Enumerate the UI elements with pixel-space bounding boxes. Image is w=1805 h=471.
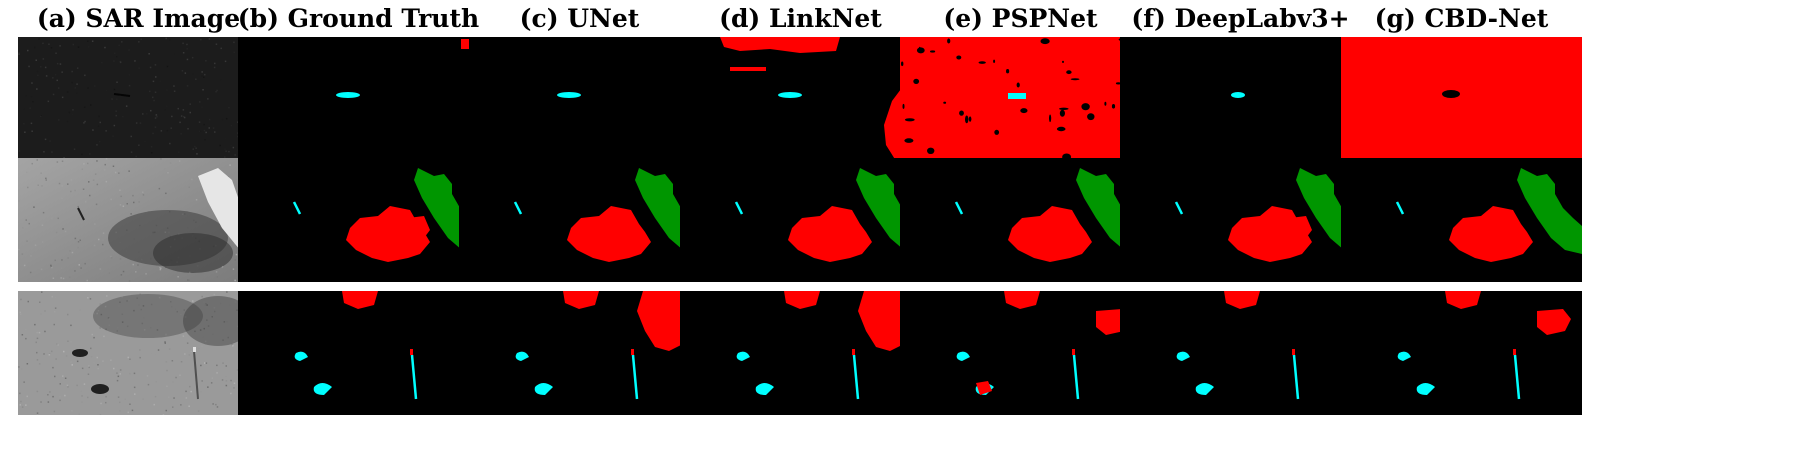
tile-image — [238, 37, 479, 161]
tile-image — [680, 158, 921, 282]
column-title-c: (c) UNet — [519, 4, 640, 33]
tile-image — [680, 291, 921, 415]
tile-image — [900, 291, 1141, 415]
tile-image — [459, 158, 700, 282]
sar-image-row2-a — [18, 158, 259, 282]
tile-image — [1341, 37, 1582, 161]
segmentation-map-row1-b — [238, 37, 479, 161]
column-title-e: (e) PSPNet — [943, 4, 1098, 33]
tile-image — [1120, 37, 1361, 161]
segmentation-map-row1-e — [900, 37, 1141, 161]
segmentation-map-row1-c — [459, 37, 700, 161]
tile-image — [680, 37, 921, 161]
sar-image-row3-a — [18, 291, 259, 415]
tile-image — [459, 37, 700, 161]
segmentation-map-row2-d — [680, 158, 921, 282]
tile-image — [18, 291, 259, 415]
tile-image — [238, 158, 479, 282]
tile-image — [238, 291, 479, 415]
segmentation-map-row3-d — [680, 291, 921, 415]
tile-image — [1341, 291, 1582, 415]
segmentation-map-row3-e — [900, 291, 1141, 415]
segmentation-map-row3-b — [238, 291, 479, 415]
tile-image — [1120, 291, 1361, 415]
tile-image — [1341, 158, 1582, 282]
segmentation-map-row2-f — [1120, 158, 1361, 282]
tile-image — [900, 37, 1141, 161]
tile-image — [18, 37, 259, 161]
segmentation-map-row3-f — [1120, 291, 1361, 415]
segmentation-map-row2-e — [900, 158, 1141, 282]
column-title-g: (g) CBD-Net — [1374, 4, 1549, 33]
column-title-d: (d) LinkNet — [719, 4, 882, 33]
segmentation-map-row1-g — [1341, 37, 1582, 161]
segmentation-map-row3-c — [459, 291, 700, 415]
segmentation-map-row2-c — [459, 158, 700, 282]
segmentation-map-row2-b — [238, 158, 479, 282]
column-title-f: (f) DeepLabv3+ — [1131, 4, 1350, 33]
tile-image — [459, 291, 700, 415]
tile-image — [18, 158, 259, 282]
sar-image-row1-a — [18, 37, 259, 161]
tile-image — [1120, 158, 1361, 282]
tile-image — [900, 158, 1141, 282]
column-title-a: (a) SAR Image — [36, 4, 241, 33]
segmentation-map-row2-g — [1341, 158, 1582, 282]
segmentation-map-row3-g — [1341, 291, 1582, 415]
column-title-b: (b) Ground Truth — [237, 4, 480, 33]
segmentation-map-row1-d — [680, 37, 921, 161]
segmentation-map-row1-f — [1120, 37, 1361, 161]
